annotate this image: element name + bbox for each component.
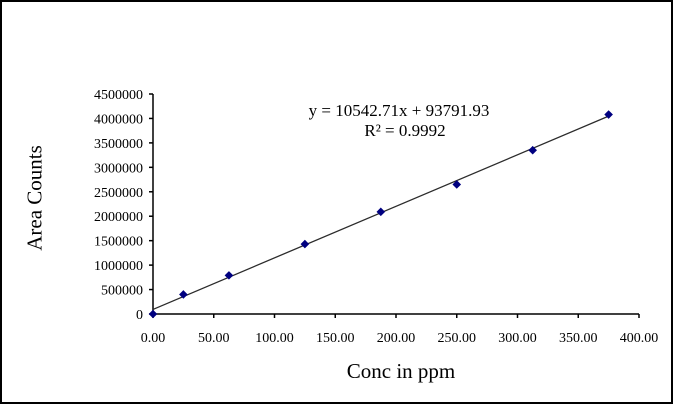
x-tick-label: 400.00: [620, 331, 659, 346]
y-tick-label: 2500000: [94, 186, 143, 201]
y-tick-label: 3000000: [94, 161, 143, 176]
x-tick-label: 250.00: [438, 331, 477, 346]
y-tick-label: 500000: [101, 284, 143, 299]
data-point-marker: [148, 309, 158, 319]
x-tick-label: 100.00: [255, 331, 294, 346]
y-tick-label: 2000000: [94, 210, 143, 225]
data-point-marker: [528, 145, 537, 155]
x-tick-label: 200.00: [377, 331, 416, 346]
data-point-marker: [604, 110, 613, 119]
x-tick-label: 50.00: [198, 331, 230, 346]
trendline-equation-label: y = 10542.71x + 93791.93: [308, 101, 490, 120]
data-point-marker: [224, 271, 234, 280]
y-tick-label: 1000000: [94, 259, 143, 274]
data-point-marker: [179, 290, 188, 299]
y-tick-label: 0: [136, 308, 143, 323]
x-tick-label: 150.00: [316, 331, 355, 346]
y-tick-label: 4500000: [94, 88, 143, 103]
y-tick-label: 1500000: [94, 235, 143, 250]
y-tick-label: 3500000: [94, 137, 143, 152]
x-axis-title: Conc in ppm: [346, 359, 456, 383]
y-tick-label: 4000000: [94, 112, 143, 127]
x-tick-label: 0.00: [141, 331, 166, 346]
r-squared-label: R² = 0.9992: [364, 121, 446, 140]
x-tick-label: 350.00: [559, 331, 598, 346]
data-point-marker: [300, 239, 310, 249]
data-point-marker: [452, 180, 462, 189]
x-tick-label: 300.00: [498, 331, 537, 346]
data-point-marker: [376, 207, 386, 217]
